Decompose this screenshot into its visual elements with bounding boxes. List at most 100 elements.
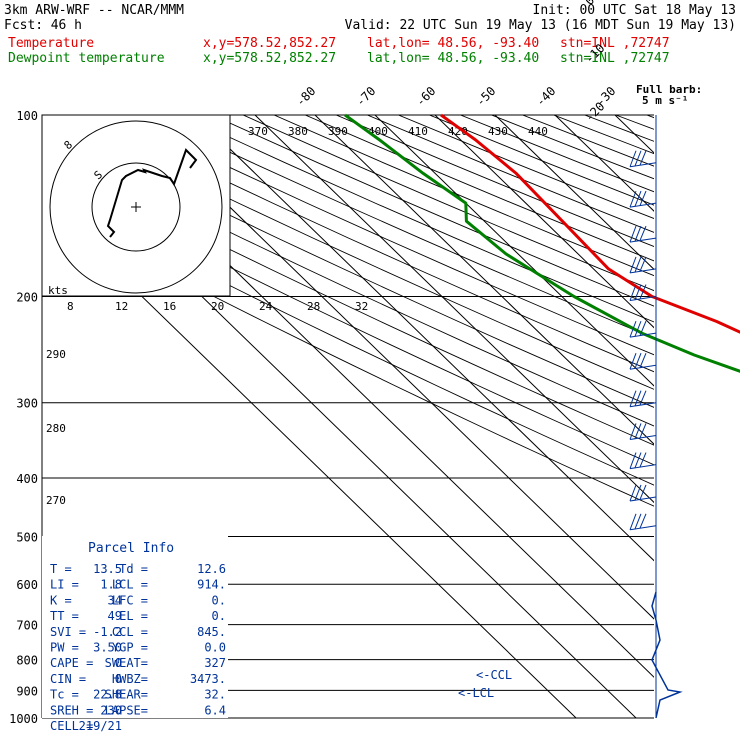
isotherm-line [494, 115, 654, 271]
pressure-label-100: 100 [16, 109, 38, 123]
legend-dewpoint-stn: stn=INL ,72747 [560, 51, 670, 66]
parcel-info-value: 6.4 [204, 703, 226, 717]
wind-barb-flag [639, 320, 647, 336]
dry-adiabat [273, 115, 654, 277]
legend-dewpoint: Dewpoint temperature x,y=578.52,852.27 l… [8, 51, 670, 66]
wind-barb-flag [634, 484, 642, 501]
pressure-label-200: 200 [16, 291, 38, 305]
wind-barb [629, 256, 657, 274]
parcel-info-value: 32. [204, 688, 226, 702]
hodograph-speed-label: 32 [355, 300, 368, 313]
parcel-info-label: K = [50, 593, 72, 607]
wind-barb-shaft [629, 237, 657, 243]
wind-barb-shaft [629, 268, 657, 274]
isotherm-label: -50 [473, 84, 498, 109]
wind-barb-shaft [629, 434, 657, 440]
parcel-info-value: 1.8 [100, 578, 122, 592]
dry-adiabat [87, 115, 654, 373]
wind-barb-flag [639, 284, 647, 300]
parcel-info-value: 0. [212, 609, 226, 623]
parcel-info-background [42, 536, 228, 718]
parcel-info-label: SWEAT= [105, 656, 148, 670]
parcel-info-value: 0 [115, 656, 122, 670]
isotherm-label: 0 [582, 0, 597, 8]
hodograph-ring-outer [49, 120, 223, 294]
hodograph-theta-label: 430 [488, 125, 508, 138]
hodograph-speed-label: 24 [259, 300, 273, 313]
wind-barb [629, 423, 657, 440]
wind-barb-shaft [629, 496, 657, 502]
dry-adiabat [42, 189, 654, 486]
wind-barb-flag [629, 452, 637, 469]
parcel-info-label: CELL = [50, 719, 93, 733]
wind-barb-flag [629, 513, 637, 530]
wind-barb-flag [639, 484, 647, 500]
parcel-info-value: 3473. [190, 672, 226, 686]
hodograph-ring-inner [91, 162, 181, 252]
parcel-info-label: EL = [119, 609, 148, 623]
pressure-tick-labels: 100 200 300 400 500 600 700 800 900 1000 [9, 109, 38, 726]
parcel-info-value: 230 [100, 703, 122, 717]
wind-barb-flag [634, 284, 642, 300]
wind-barb-flag [629, 320, 637, 338]
isotherm-line [675, 115, 740, 718]
forecast-hour: 46 h [51, 18, 82, 33]
parcel-info-value: 13.5 [93, 562, 122, 576]
dry-adiabat [42, 138, 654, 427]
dry-adiabat [429, 115, 654, 206]
forecast-label: Fcst: [4, 18, 43, 33]
hodograph-theta-label: 370 [248, 125, 268, 138]
wind-barb-flag [634, 150, 642, 167]
parcel-info-value: 0.0 [204, 641, 226, 655]
hodograph-speed-labels: 8 12 16 20 24 28 32 [67, 300, 368, 313]
wind-barb-flag [629, 353, 637, 370]
wind-barb-flag [639, 190, 647, 206]
wind-barb-flag [634, 256, 642, 273]
dry-adiabat [367, 115, 654, 233]
wind-barb-flag [634, 513, 642, 530]
barb-legend-title: Full barb: [636, 83, 702, 96]
hodograph-speed-label: 20 [211, 300, 224, 313]
hodograph-theta-label: 380 [288, 125, 308, 138]
parcel-info-label: LCL = [112, 578, 148, 592]
wind-barb-flag [634, 390, 642, 407]
legend-temperature-xy: x,y=578.52,852.27 [203, 36, 336, 51]
wind-barb [629, 150, 657, 168]
wind-barb [629, 284, 657, 302]
hodograph: 8 S kts [41, 114, 231, 297]
isotherm-line [735, 115, 740, 718]
hodograph-theta-labels: 370 380 390 400 410 420 430 440 [248, 125, 548, 138]
pressure-label-300: 300 [16, 397, 38, 411]
parcel-info-value: 34 [108, 593, 122, 607]
dry-adiabat [336, 115, 654, 247]
hodograph-theta-label: 440 [528, 125, 548, 138]
hodograph-theta-label: 410 [408, 125, 428, 138]
isotherm-line [374, 115, 654, 387]
ccl-marker: <-CCL [476, 668, 512, 682]
hodograph-speed-label: 8 [67, 300, 74, 313]
wind-barb-flag [629, 190, 637, 208]
legend-temperature: Temperature x,y=578.52,852.27 lat,lon= 4… [8, 36, 670, 51]
hodograph-speed-label: 12 [115, 300, 128, 313]
theta-label: 290 [46, 348, 66, 361]
isotherm-label: -40 [533, 84, 558, 109]
wind-barb-shaft [629, 202, 657, 208]
hodograph-speed-label: 28 [307, 300, 320, 313]
legend-temperature-name: Temperature [8, 36, 94, 51]
parcel-info-label: Tc = [50, 688, 79, 702]
pressure-label-400: 400 [16, 472, 38, 486]
wind-barb-flag [629, 390, 637, 407]
dry-adiabat [42, 207, 654, 507]
wind-barbs [629, 150, 657, 531]
wind-barb-flag [634, 320, 642, 337]
hodograph-trace [106, 148, 198, 238]
parcel-info-label: HWBZ= [112, 672, 148, 686]
dry-adiabat [615, 115, 654, 130]
valid-time: Valid: 22 UTC Sun 19 May 13 (16 MDT Sun … [345, 18, 736, 33]
wind-barb-flag [639, 452, 647, 468]
dry-adiabats [42, 115, 654, 507]
dry-adiabat [646, 115, 654, 119]
wind-barb-flag [629, 484, 637, 502]
wind-barb [629, 513, 657, 531]
isotherm-label: -70 [353, 84, 378, 109]
